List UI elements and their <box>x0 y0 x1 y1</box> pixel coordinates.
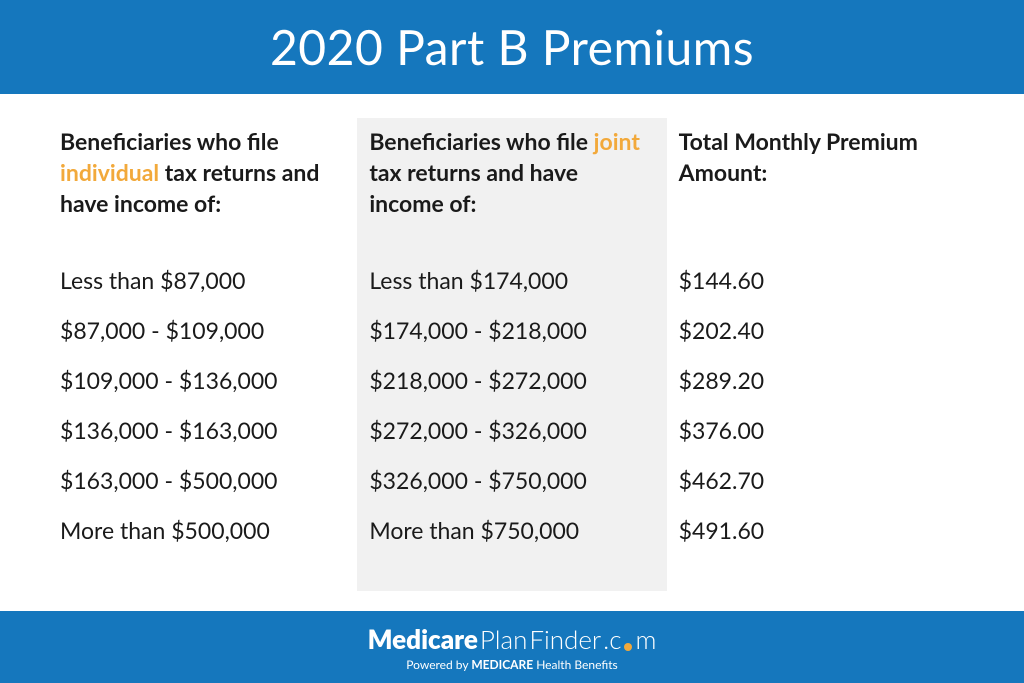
column-header-individual: Beneficiaries who file individual tax re… <box>60 126 345 236</box>
table-cell: $289.20 <box>679 366 964 394</box>
page-title: 2020 Part B Premiums <box>270 19 754 76</box>
table-cell: $491.60 <box>679 516 964 544</box>
brand-text-light: m <box>635 623 656 655</box>
brand-dot-icon <box>624 643 632 651</box>
table-cell: $136,000 - $163,000 <box>60 416 345 444</box>
powered-heavy: MEDICARE <box>471 657 533 672</box>
brand-text-light: Finder <box>529 623 601 655</box>
table-cell: $462.70 <box>679 466 964 494</box>
powered-prefix: Powered by <box>406 657 471 672</box>
premium-table: Beneficiaries who file individual tax re… <box>0 94 1024 611</box>
header-text-suffix: tax returns and have income of: <box>369 158 578 217</box>
brand-text-light: .c <box>603 623 621 655</box>
column-joint: Beneficiaries who file joint tax returns… <box>357 118 666 591</box>
table-cell: $109,000 - $136,000 <box>60 366 345 394</box>
powered-suffix: Health Benefits <box>533 657 618 672</box>
brand-text-light: Plan <box>480 623 528 655</box>
table-cell: $202.40 <box>679 316 964 344</box>
column-header-premium: Total Monthly Premium Amount: <box>679 126 964 236</box>
header-highlight-individual: individual <box>60 158 159 186</box>
table-cell: $218,000 - $272,000 <box>369 366 654 394</box>
infographic-container: 2020 Part B Premiums Beneficiaries who f… <box>0 0 1024 683</box>
table-cell: More than $750,000 <box>369 516 654 544</box>
title-banner: 2020 Part B Premiums <box>0 0 1024 94</box>
column-header-joint: Beneficiaries who file joint tax returns… <box>369 126 654 236</box>
table-cell: $326,000 - $750,000 <box>369 466 654 494</box>
table-cell: Less than $174,000 <box>369 266 654 294</box>
table-cell: $163,000 - $500,000 <box>60 466 345 494</box>
table-cell: Less than $87,000 <box>60 266 345 294</box>
table-cell: $174,000 - $218,000 <box>369 316 654 344</box>
column-premium: Total Monthly Premium Amount: $144.60 $2… <box>667 118 976 591</box>
table-cell: $272,000 - $326,000 <box>369 416 654 444</box>
brand-text-heavy: Medicare <box>368 623 478 655</box>
header-highlight-joint: joint <box>594 127 640 155</box>
table-cell: $87,000 - $109,000 <box>60 316 345 344</box>
column-individual: Beneficiaries who file individual tax re… <box>48 118 357 591</box>
header-text-prefix: Beneficiaries who file <box>369 127 593 155</box>
footer-banner: MedicarePlanFinder.c m Powered by MEDICAR… <box>0 611 1024 683</box>
powered-by-line: Powered by MEDICARE Health Benefits <box>406 657 617 672</box>
header-text-prefix: Beneficiaries who file <box>60 127 279 155</box>
table-cell: $144.60 <box>679 266 964 294</box>
table-cell: $376.00 <box>679 416 964 444</box>
brand-logo: MedicarePlanFinder.c m <box>368 623 657 655</box>
table-cell: More than $500,000 <box>60 516 345 544</box>
